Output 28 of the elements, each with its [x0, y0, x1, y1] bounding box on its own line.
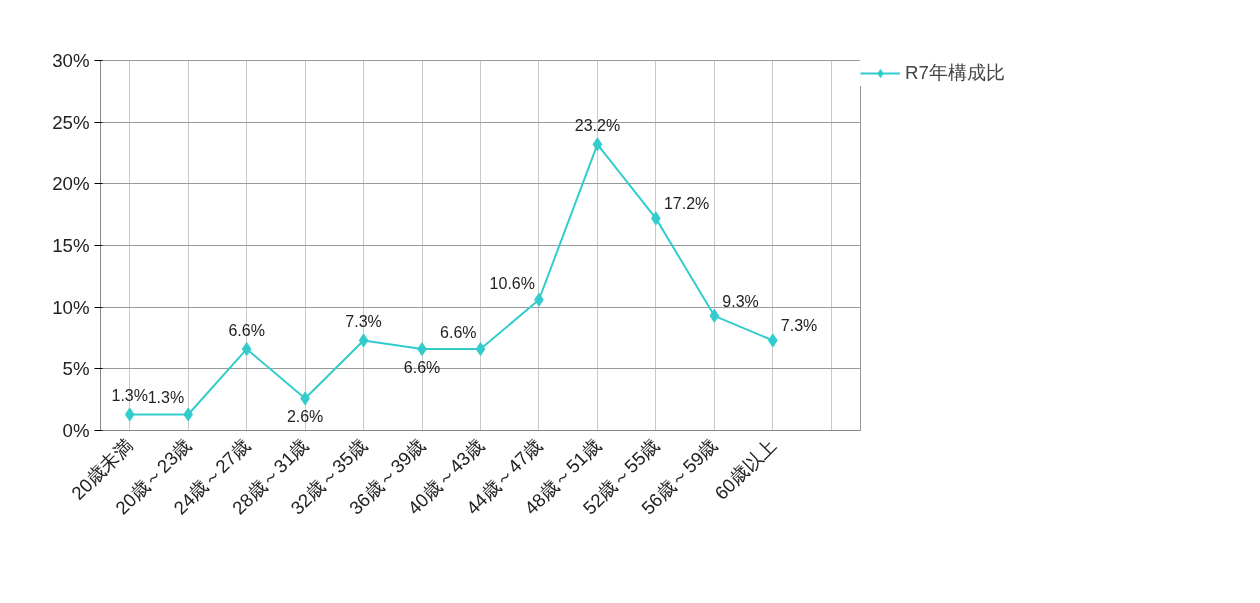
y-tick-label: 0%	[62, 420, 90, 441]
legend-label: R7年構成比	[905, 61, 1005, 85]
point	[709, 308, 720, 323]
y-tick-label: 25%	[52, 111, 90, 133]
data-label: 17.2%	[663, 195, 710, 213]
y-tick-label: 5%	[62, 358, 90, 380]
point	[475, 342, 486, 357]
point	[358, 333, 369, 348]
data-label: 7.3%	[345, 313, 382, 331]
point	[183, 407, 194, 422]
point	[124, 407, 135, 422]
y-tick-label: 15%	[52, 235, 90, 256]
data-label: 9.3%	[722, 292, 759, 310]
data-label: 6.6%	[440, 324, 477, 342]
point	[592, 137, 603, 152]
data-label: 6.6%	[403, 359, 441, 377]
data-label: 1.3%	[111, 387, 148, 405]
point	[241, 342, 252, 357]
data-label: 2.6%	[286, 408, 324, 426]
y-tick-label: 10%	[52, 296, 90, 318]
data-label: 23.2%	[574, 117, 621, 135]
data-label: 1.3%	[147, 389, 185, 407]
data-label: 6.6%	[228, 322, 265, 340]
y-tick-label: 30%	[52, 50, 90, 71]
data-label: 7.3%	[780, 317, 818, 335]
data-label: 10.6%	[489, 274, 535, 292]
y-tick-label: 20%	[52, 173, 90, 195]
point	[767, 333, 778, 348]
